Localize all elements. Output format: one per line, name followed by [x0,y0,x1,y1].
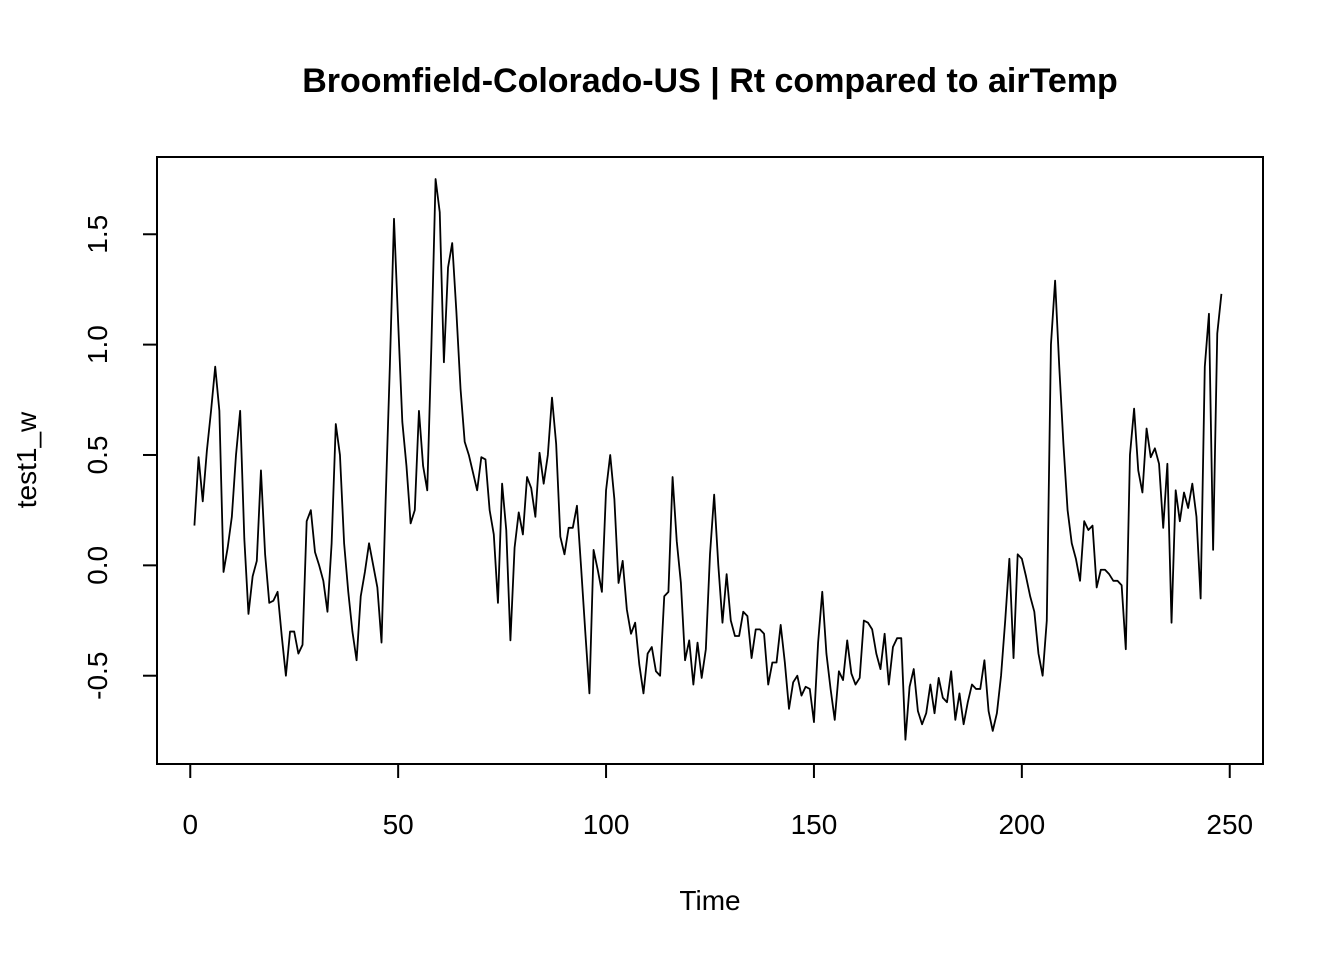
x-tick-label: 150 [791,809,838,840]
x-axis-label: Time [679,885,740,916]
y-tick-label: 1.5 [82,215,113,254]
plot-frame [156,156,1264,765]
y-tick-label: 0.5 [82,436,113,475]
x-tick-label: 100 [583,809,630,840]
y-axis-label: test1_w [11,411,42,508]
x-axis: 0 50 100 150 200 250 [182,763,1253,840]
x-tick-label: 200 [998,809,1045,840]
x-tick-label: 250 [1206,809,1253,840]
x-tick-label: 0 [182,809,198,840]
series-line [193,178,1223,741]
chart-title: Broomfield-Colorado-US | Rt compared to … [302,62,1118,100]
y-axis: -0.5 0.0 0.5 1.0 1.5 [82,215,158,700]
y-tick-label: -0.5 [82,652,113,700]
y-tick-label: 1.0 [82,325,113,364]
x-tick-label: 50 [383,809,414,840]
y-tick-label: 0.0 [82,546,113,585]
